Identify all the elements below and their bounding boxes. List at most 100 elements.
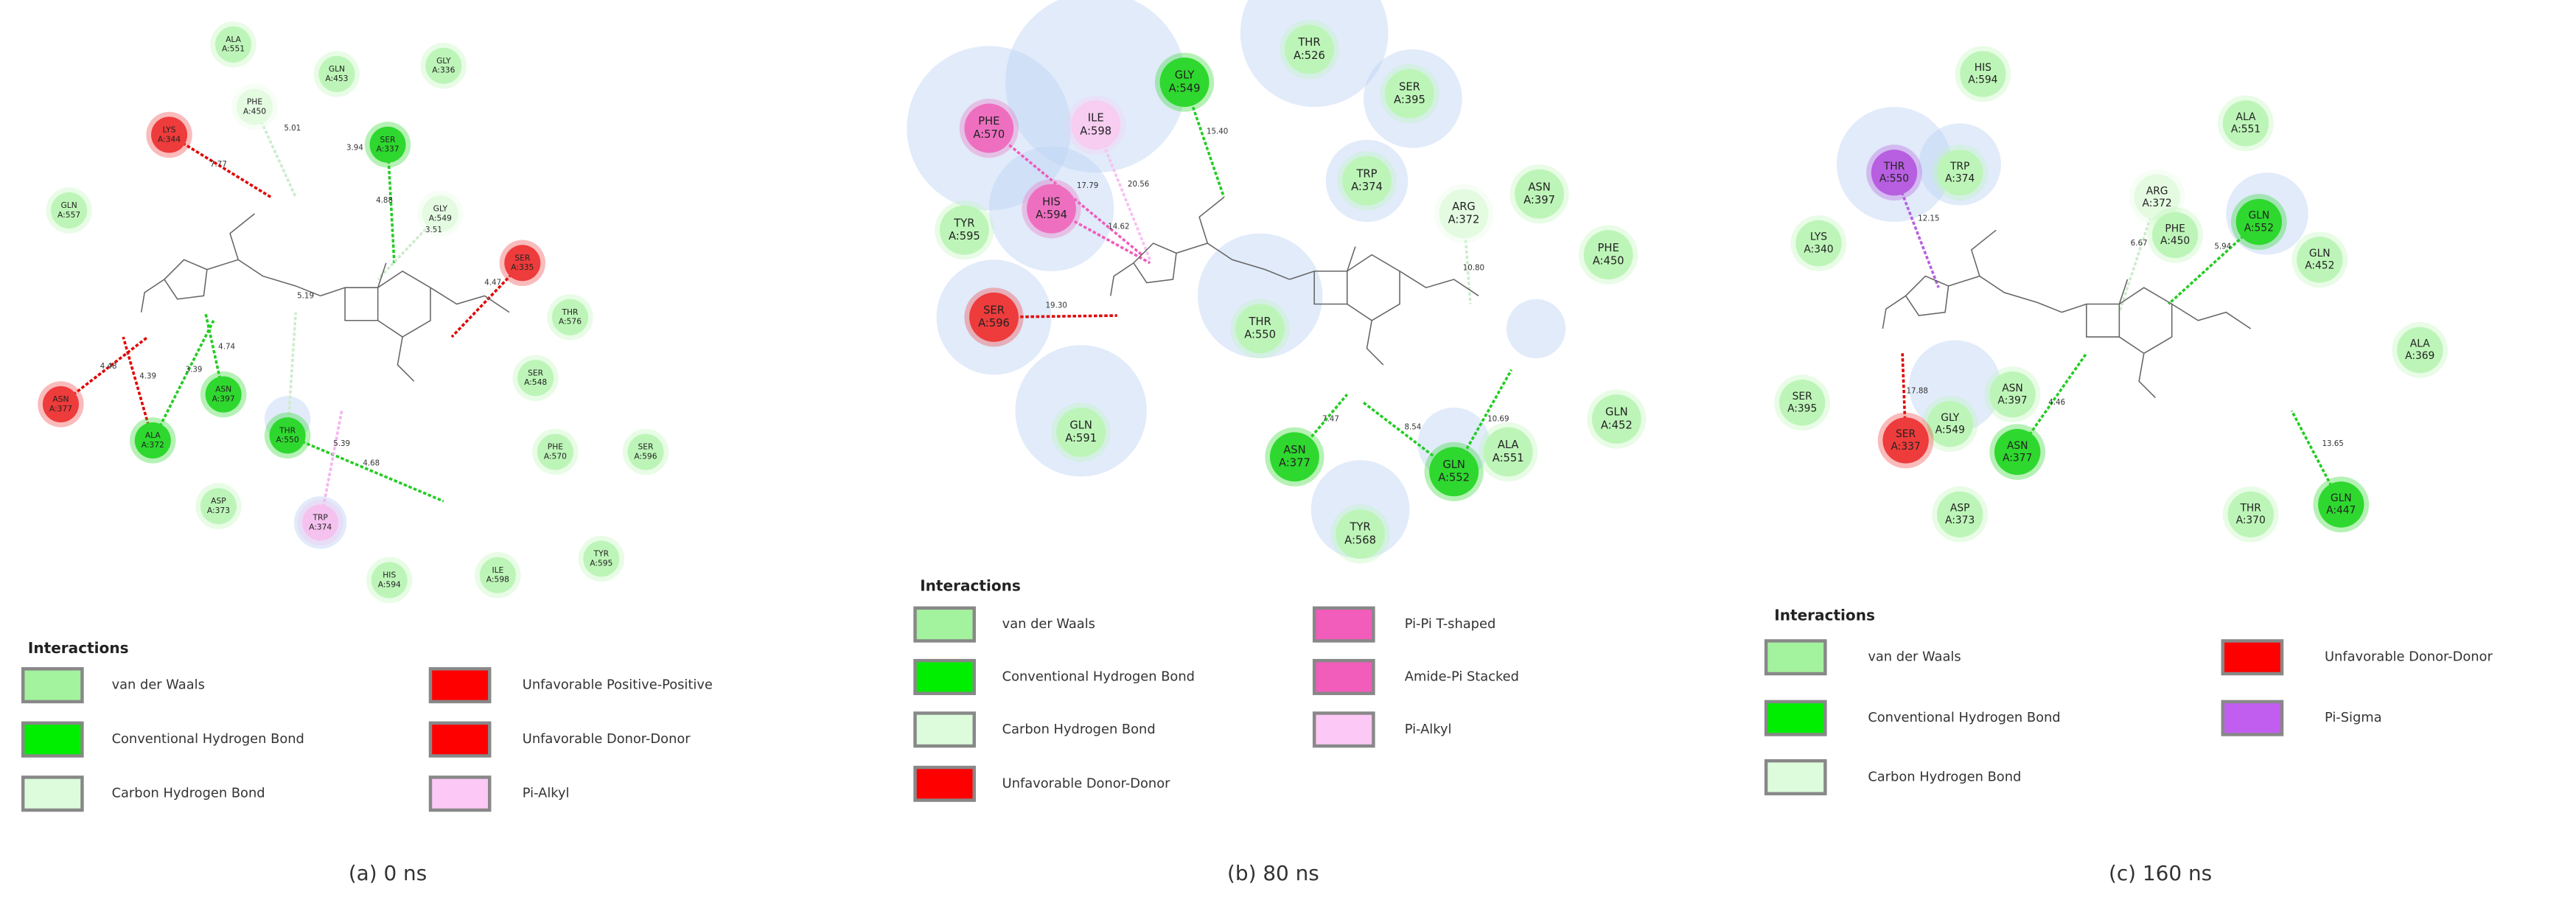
residue-name: THR — [1248, 315, 1271, 328]
residue-name: SER — [1793, 391, 1812, 402]
residue — [1159, 57, 1210, 108]
residue-name: ALA — [2410, 338, 2430, 350]
interaction-line — [2168, 220, 2261, 305]
legend-swatch — [913, 765, 976, 802]
residue — [302, 504, 339, 541]
interaction-line — [286, 312, 297, 436]
residue — [537, 433, 573, 470]
residue — [214, 26, 252, 63]
distance-label: 15.40 — [1207, 127, 1228, 136]
residue-chain: A:372 — [1448, 214, 1480, 226]
residue-name: HIS — [1042, 195, 1061, 208]
ligand-bond — [397, 336, 415, 382]
residue-name: ASN — [1528, 181, 1550, 193]
residue — [1071, 100, 1121, 150]
interaction-line — [1901, 353, 1907, 441]
residue — [2227, 491, 2274, 537]
distance-label: 20.56 — [1128, 180, 1149, 189]
residue-name: GLN — [2331, 492, 2352, 504]
residue — [1515, 169, 1564, 219]
legend-label: Pi-Sigma — [2325, 710, 2382, 725]
residue-name: GLN — [2248, 210, 2269, 222]
residue — [2222, 100, 2269, 147]
residue-name: GLN — [1069, 419, 1092, 432]
residue-name: SER — [528, 368, 544, 377]
residue — [1591, 394, 1641, 444]
residue-name: ASP — [1950, 502, 1970, 514]
halo — [1909, 340, 2001, 433]
ligand-bond — [1289, 271, 1348, 305]
distance-label: 7.47 — [1322, 415, 1339, 424]
ligand-bond — [164, 259, 208, 300]
legend-label: Carbon Hydrogen Bond — [1002, 722, 1156, 737]
residue — [151, 116, 188, 153]
residue-chain: A:576 — [559, 317, 582, 327]
interaction-line — [2016, 352, 2088, 453]
interaction-line — [151, 319, 215, 442]
interaction-line — [168, 133, 272, 199]
distance-label: 17.79 — [1077, 181, 1098, 190]
ligand-bond — [320, 287, 379, 321]
caption: (c) 160 ns — [2109, 861, 2212, 885]
ligand-bond — [2171, 303, 2252, 330]
residue-name: ILE — [492, 565, 503, 575]
ligand-bond — [1882, 295, 1907, 330]
residue — [1235, 304, 1285, 354]
caption: (b) 80 ns — [1227, 861, 1319, 885]
interaction-line — [377, 212, 441, 281]
residue-name: GLN — [2309, 248, 2331, 259]
residue — [205, 376, 242, 413]
distance-label: 19.30 — [1046, 301, 1067, 310]
residue-chain: A:549 — [1936, 424, 1965, 436]
legend-label: Pi-Alkyl — [1405, 722, 1452, 737]
residue — [1342, 156, 1392, 206]
residue — [2151, 212, 2199, 259]
caption: (a) 0 ns — [349, 861, 427, 885]
residue — [51, 192, 88, 229]
residue-name: TYR — [953, 217, 974, 229]
legend-swatch — [913, 606, 976, 643]
residue-chain: A:372 — [142, 440, 164, 450]
residue — [134, 422, 171, 458]
residue-name: GLY — [1941, 412, 1960, 424]
residue-chain: A:374 — [1945, 172, 1975, 184]
ligand-bond — [377, 262, 387, 288]
legend-swatch — [21, 721, 84, 758]
ligand-bond — [1948, 275, 2062, 313]
legend-label: Unfavorable Donor-Donor — [523, 731, 691, 747]
residue-chain: A:374 — [1351, 181, 1383, 193]
residue-name: GLY — [1175, 69, 1195, 82]
residue-name: ILE — [1088, 112, 1104, 125]
legend-swatch — [913, 711, 976, 748]
residue — [1056, 407, 1106, 457]
distance-label: 3.94 — [346, 144, 363, 153]
residue-name: TYR — [593, 549, 610, 559]
ligand-bond — [140, 279, 165, 313]
interaction-line — [318, 411, 343, 523]
residue-name: SER — [1399, 80, 1420, 93]
legend-label: Conventional Hydrogen Bond — [1868, 710, 2060, 725]
interaction-line — [1893, 172, 1940, 288]
legend-swatch — [1312, 606, 1375, 643]
residue-name: ALA — [145, 430, 161, 440]
legend-label: van der Waals — [1868, 649, 1961, 665]
residue-name: THR — [561, 307, 579, 317]
interaction-line — [287, 434, 444, 503]
ligand-bond — [1970, 229, 1997, 276]
residue-name: ARG — [2146, 185, 2168, 197]
residue-chain: A:549 — [1169, 82, 1201, 94]
residue-chain: A:369 — [2405, 350, 2434, 362]
distance-label: 12.15 — [1918, 215, 1939, 223]
residue-chain: A:552 — [2244, 222, 2274, 234]
residue-name: ASN — [1283, 444, 1305, 456]
residue-chain: A:551 — [1493, 452, 1524, 464]
distance-label: 14.62 — [1108, 223, 1129, 231]
interaction-line — [60, 335, 149, 405]
legend-swatch — [1764, 759, 1827, 795]
ligand-bond — [1905, 275, 1950, 316]
interaction-line — [988, 127, 1143, 256]
residue-chain: A:374 — [309, 522, 332, 531]
residue — [1779, 380, 1826, 426]
residue — [964, 103, 1014, 153]
